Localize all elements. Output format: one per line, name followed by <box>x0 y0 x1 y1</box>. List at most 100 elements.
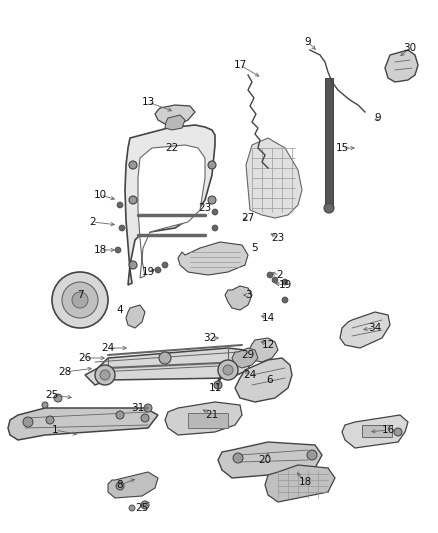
Circle shape <box>267 272 273 278</box>
Circle shape <box>144 404 152 412</box>
Circle shape <box>115 247 121 253</box>
Polygon shape <box>225 286 252 310</box>
Polygon shape <box>246 138 302 218</box>
Text: 32: 32 <box>203 333 217 343</box>
Text: 30: 30 <box>403 43 417 53</box>
Circle shape <box>162 262 168 268</box>
Circle shape <box>129 161 137 169</box>
Text: 14: 14 <box>261 313 275 323</box>
Text: 31: 31 <box>131 403 145 413</box>
Circle shape <box>212 209 218 215</box>
Polygon shape <box>138 145 205 278</box>
Text: 20: 20 <box>258 455 272 465</box>
Circle shape <box>119 225 125 231</box>
Circle shape <box>282 297 288 303</box>
Text: 11: 11 <box>208 383 222 393</box>
Text: 24: 24 <box>101 343 115 353</box>
Polygon shape <box>8 408 158 440</box>
Polygon shape <box>385 50 418 82</box>
Text: 8: 8 <box>117 480 124 490</box>
Circle shape <box>100 370 110 380</box>
Circle shape <box>129 196 137 204</box>
Circle shape <box>394 428 402 436</box>
Bar <box>362 425 392 437</box>
Circle shape <box>159 352 171 364</box>
Text: 17: 17 <box>233 60 247 70</box>
Circle shape <box>52 272 108 328</box>
Text: 19: 19 <box>141 267 155 277</box>
Circle shape <box>46 416 54 424</box>
Text: 13: 13 <box>141 97 155 107</box>
Circle shape <box>129 505 135 511</box>
Circle shape <box>307 450 317 460</box>
Text: 9: 9 <box>374 113 381 123</box>
Polygon shape <box>235 358 292 402</box>
Circle shape <box>62 282 98 318</box>
Text: 10: 10 <box>93 190 106 200</box>
Polygon shape <box>155 105 195 125</box>
Text: 16: 16 <box>381 425 395 435</box>
Circle shape <box>129 261 137 269</box>
Circle shape <box>208 196 216 204</box>
Text: 2: 2 <box>90 217 96 227</box>
Bar <box>188 413 228 428</box>
Text: 1: 1 <box>52 425 58 435</box>
Polygon shape <box>218 442 322 478</box>
Text: 28: 28 <box>58 367 72 377</box>
Circle shape <box>223 365 233 375</box>
Text: 25: 25 <box>135 503 148 513</box>
Circle shape <box>282 279 288 285</box>
Circle shape <box>116 482 124 490</box>
Circle shape <box>233 453 243 463</box>
Circle shape <box>116 411 124 419</box>
Text: 18: 18 <box>93 245 106 255</box>
Circle shape <box>214 381 222 389</box>
Circle shape <box>141 501 149 509</box>
Text: 2: 2 <box>277 270 283 280</box>
Text: 22: 22 <box>166 143 179 153</box>
Text: 27: 27 <box>241 213 254 223</box>
Circle shape <box>141 414 149 422</box>
Text: 26: 26 <box>78 353 92 363</box>
Polygon shape <box>165 115 185 130</box>
Text: 29: 29 <box>241 350 254 360</box>
Text: 6: 6 <box>267 375 273 385</box>
Polygon shape <box>108 472 158 498</box>
Circle shape <box>23 417 33 427</box>
Circle shape <box>117 202 123 208</box>
Polygon shape <box>165 402 242 435</box>
Text: 23: 23 <box>198 203 212 213</box>
Circle shape <box>208 161 216 169</box>
Circle shape <box>272 277 278 283</box>
Circle shape <box>42 402 48 408</box>
Circle shape <box>155 267 161 273</box>
Bar <box>325 78 333 206</box>
Polygon shape <box>85 348 252 385</box>
Polygon shape <box>178 242 248 275</box>
Circle shape <box>324 203 334 213</box>
Polygon shape <box>232 348 258 368</box>
Circle shape <box>212 225 218 231</box>
Text: 7: 7 <box>77 290 83 300</box>
Circle shape <box>72 292 88 308</box>
Text: 4: 4 <box>117 305 124 315</box>
Circle shape <box>218 360 238 380</box>
Text: 15: 15 <box>336 143 349 153</box>
Text: 34: 34 <box>368 323 381 333</box>
Text: 3: 3 <box>245 290 251 300</box>
Polygon shape <box>342 415 408 448</box>
Text: 21: 21 <box>205 410 219 420</box>
Polygon shape <box>126 305 145 328</box>
Text: 5: 5 <box>252 243 258 253</box>
Polygon shape <box>265 465 335 502</box>
Text: 19: 19 <box>279 280 292 290</box>
Text: 18: 18 <box>298 477 311 487</box>
Circle shape <box>95 365 115 385</box>
Text: 25: 25 <box>46 390 59 400</box>
Circle shape <box>54 394 62 402</box>
Text: 23: 23 <box>272 233 285 243</box>
Text: 9: 9 <box>305 37 311 47</box>
Polygon shape <box>248 338 278 362</box>
Polygon shape <box>340 312 390 348</box>
Polygon shape <box>125 125 215 285</box>
